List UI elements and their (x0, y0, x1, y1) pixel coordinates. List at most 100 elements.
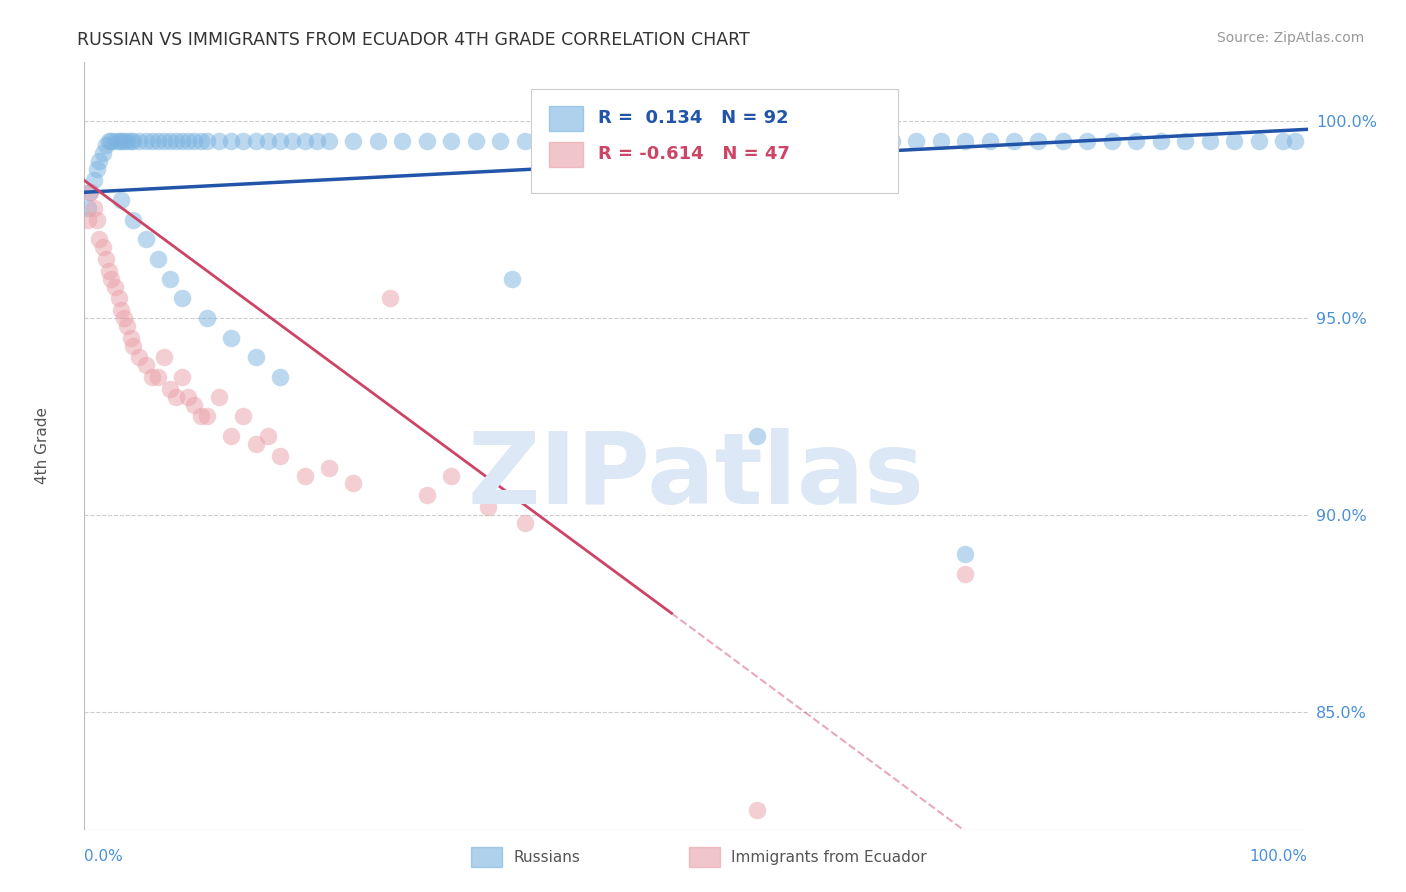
Point (183, 134, 205, 148)
Point (146, 134, 169, 148)
Point (122, 339, 145, 353)
Point (416, 134, 439, 148)
Point (464, 134, 486, 148)
Point (342, 476, 364, 491)
Point (107, 292, 129, 306)
Point (91, 240, 114, 254)
Point (709, 134, 731, 148)
Text: 0.0%: 0.0% (84, 849, 124, 864)
Point (146, 252, 169, 267)
Point (979, 134, 1001, 148)
Point (172, 370, 194, 384)
Point (177, 134, 200, 148)
Point (112, 134, 135, 148)
Point (489, 134, 512, 148)
Point (232, 134, 254, 148)
Point (1247, 134, 1270, 148)
Point (97, 264, 120, 278)
Point (128, 351, 150, 365)
Point (257, 134, 280, 148)
Text: R = -0.614   N = 47: R = -0.614 N = 47 (598, 145, 790, 163)
Point (734, 134, 756, 148)
Point (1174, 134, 1197, 148)
Point (112, 311, 135, 326)
Point (1028, 134, 1050, 148)
Point (1284, 134, 1306, 148)
Point (1150, 134, 1173, 148)
Point (831, 134, 853, 148)
Point (807, 134, 830, 148)
Point (104, 279, 127, 293)
Point (195, 409, 218, 424)
Point (91, 145, 114, 160)
Point (122, 212, 145, 227)
Point (104, 134, 127, 148)
Point (513, 134, 536, 148)
Point (86, 212, 108, 227)
Point (416, 488, 439, 502)
Text: ZIPatlas: ZIPatlas (468, 428, 924, 525)
Point (513, 516, 536, 530)
Point (97, 134, 120, 148)
Point (219, 134, 242, 148)
Point (153, 351, 176, 365)
Point (79, 186, 101, 200)
Point (100, 134, 122, 148)
Point (502, 272, 524, 286)
Point (245, 351, 267, 365)
Point (107, 134, 129, 148)
Point (294, 468, 316, 483)
Point (195, 311, 218, 326)
Point (135, 359, 157, 373)
Point (110, 193, 132, 207)
Point (294, 134, 316, 148)
Point (135, 134, 157, 148)
Point (219, 429, 242, 443)
Point (122, 134, 145, 148)
Point (1101, 134, 1123, 148)
FancyBboxPatch shape (531, 89, 898, 193)
Point (159, 272, 181, 286)
Point (77, 212, 100, 227)
Point (538, 134, 561, 148)
Point (1052, 134, 1074, 148)
Point (120, 134, 142, 148)
Point (929, 134, 952, 148)
Point (115, 318, 138, 333)
Point (880, 134, 903, 148)
Point (83, 173, 105, 187)
Point (1076, 134, 1098, 148)
Point (636, 134, 658, 148)
Point (281, 134, 304, 148)
Point (477, 500, 499, 514)
Point (391, 134, 413, 148)
Point (219, 331, 242, 345)
Point (269, 370, 291, 384)
Point (953, 566, 976, 581)
Point (1002, 134, 1025, 148)
Point (856, 134, 879, 148)
Point (195, 134, 218, 148)
Text: Immigrants from Ecuador: Immigrants from Ecuador (731, 850, 927, 864)
Point (232, 409, 254, 424)
Text: Source: ZipAtlas.com: Source: ZipAtlas.com (1216, 31, 1364, 45)
Point (153, 134, 176, 148)
Bar (550, 106, 583, 131)
Point (305, 134, 328, 148)
Point (110, 134, 132, 148)
Point (159, 134, 181, 148)
Point (86, 161, 108, 176)
Point (79, 186, 101, 200)
Point (380, 292, 402, 306)
Point (747, 803, 769, 817)
Point (87, 153, 110, 168)
Point (562, 134, 585, 148)
Point (146, 370, 169, 384)
Point (183, 398, 205, 412)
Point (87, 232, 110, 246)
Point (159, 382, 181, 396)
Point (141, 370, 163, 384)
Point (172, 134, 194, 148)
Point (318, 134, 340, 148)
Bar (550, 142, 583, 167)
